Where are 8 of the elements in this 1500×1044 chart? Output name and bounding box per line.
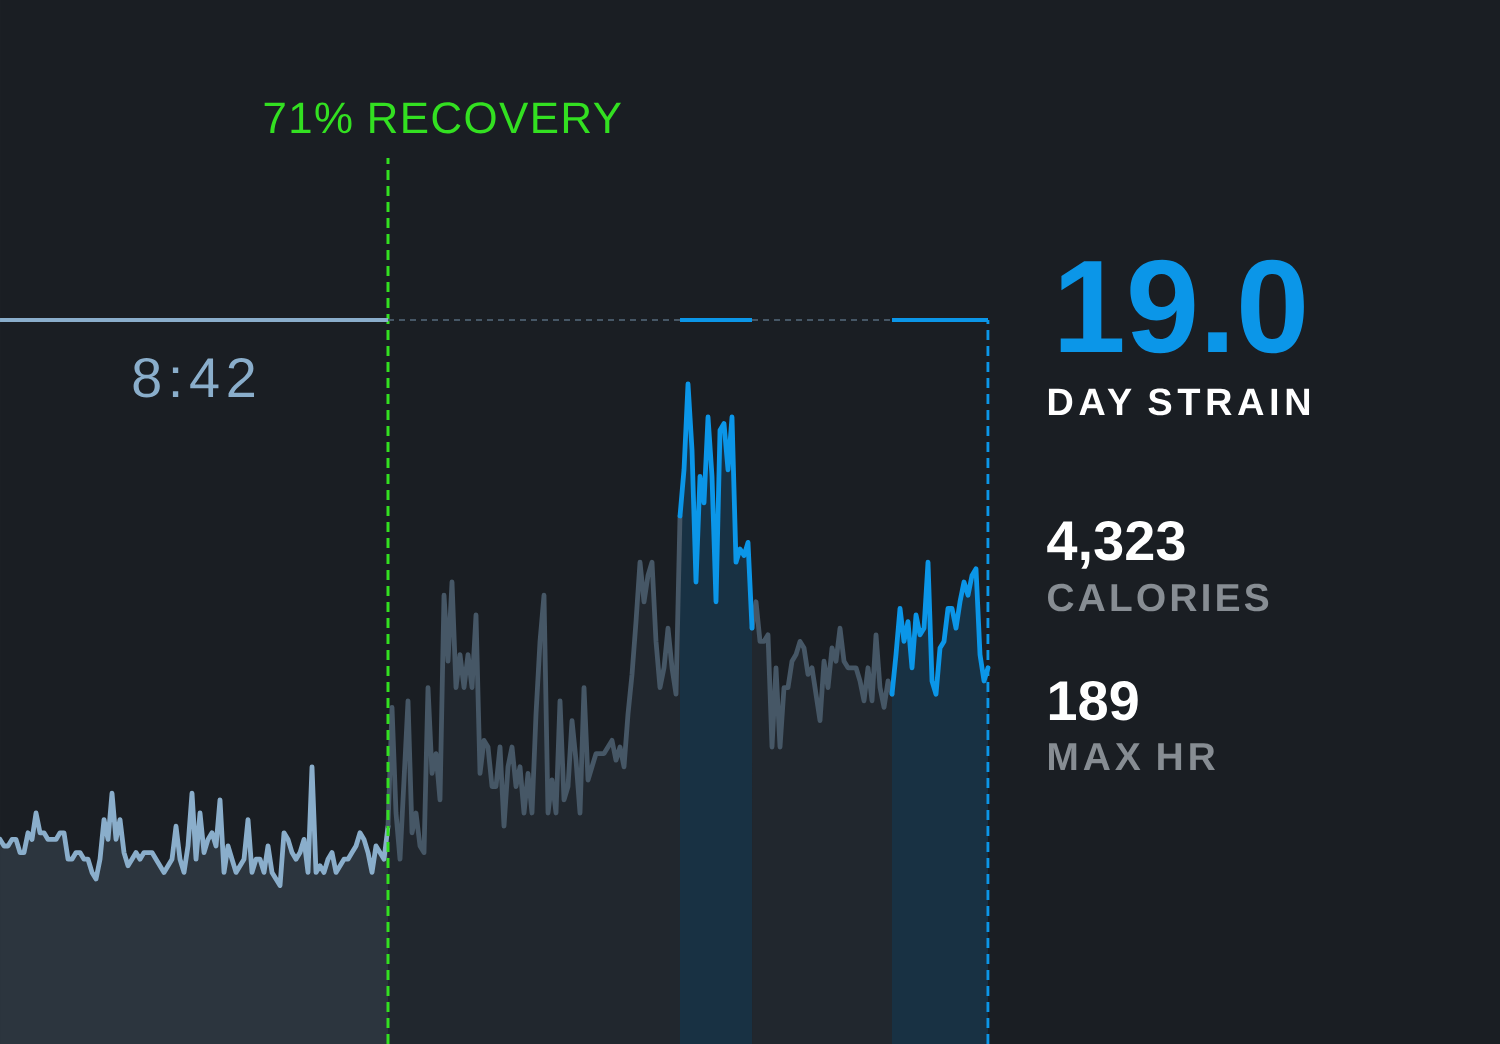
text: DAY STRAIN xyxy=(1048,388,1310,416)
text: MAX HR xyxy=(1049,743,1215,770)
text: CALORIES xyxy=(1048,583,1269,612)
text: 4,323 xyxy=(1047,520,1185,569)
text: 19.0 xyxy=(1060,259,1304,354)
text: 71% RECOVERY xyxy=(264,102,622,134)
text: 189 xyxy=(1049,680,1138,721)
annotation: 8:42 xyxy=(133,357,255,398)
